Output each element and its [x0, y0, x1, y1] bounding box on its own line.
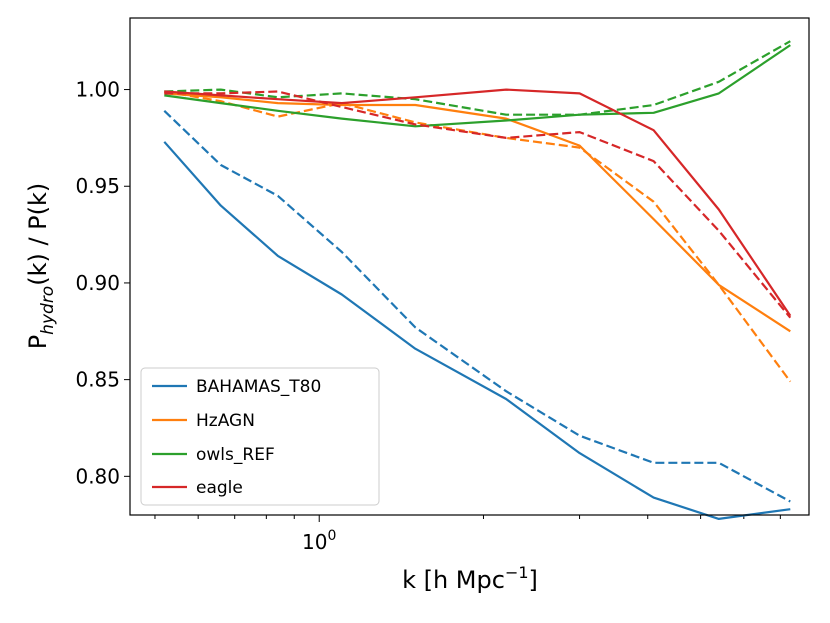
legend-label-owls: owls_REF [196, 445, 275, 465]
legend-label-eagle: eagle [196, 478, 243, 498]
x-axis-label-sup: −1 [505, 563, 529, 582]
y-tick-label: 0.80 [75, 464, 120, 488]
x-axis-label-text: k [h Mpc [402, 566, 505, 594]
y-axis-label-suffix: (k) / P(k) [24, 183, 52, 286]
y-tick-label: 1.00 [75, 78, 120, 102]
series-line-hzagn-solid [164, 92, 791, 333]
x-tick-base: 10 [302, 530, 327, 554]
legend-label-bahamas: BAHAMAS_T80 [196, 377, 321, 397]
series-line-eagle-solid [164, 88, 792, 317]
series-line-owls_ref-solid [164, 44, 791, 128]
legend-box [140, 367, 380, 506]
series-lines [163, 40, 792, 521]
legend-label-hzagn: HzAGN [196, 411, 255, 431]
y-tick-label: 0.95 [75, 174, 120, 198]
y-axis-label-sub: hydro [38, 286, 58, 335]
x-axis-label-suffix: ] [529, 566, 538, 594]
y-tick-labels: 0.80 0.85 0.90 0.95 1.00 [75, 78, 120, 489]
y-tick-label: 0.85 [75, 368, 120, 392]
series-line-eagle-dashed [164, 90, 792, 319]
x-tick-label: 100 [302, 528, 336, 554]
legend: BAHAMAS_T80 HzAGN owls_REF eagle [140, 367, 380, 506]
y-tick-label: 0.90 [75, 271, 120, 295]
axis-ticks [124, 89, 781, 522]
series-line-bahamas_t80-dashed [163, 110, 791, 503]
series-line-bahamas_t80-solid [163, 141, 791, 521]
y-axis-label: Phydro(k) / P(k) [24, 183, 58, 350]
plot-frame [129, 17, 810, 516]
x-tick-exponent: 0 [327, 528, 336, 544]
x-axis-label: k [h Mpc−1] [402, 563, 538, 594]
y-axis-label-text: P [24, 335, 52, 349]
